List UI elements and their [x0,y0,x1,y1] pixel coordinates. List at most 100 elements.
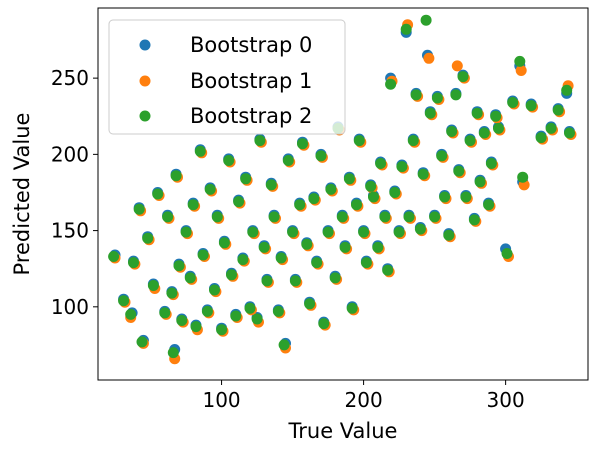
data-point [166,287,178,299]
data-point [353,135,365,147]
data-point [282,155,294,166]
data-point [240,173,252,185]
data-point [471,107,483,119]
data-point [420,14,432,26]
data-point [436,150,448,162]
data-point [552,104,564,116]
data-point [125,308,137,320]
data-point [474,176,486,188]
data-point [289,275,301,287]
data-point [315,150,327,162]
data-point [308,193,320,205]
data-point [325,183,337,195]
data-point [216,324,228,336]
data-point [278,339,290,351]
data-point [204,183,216,195]
data-point [261,275,273,287]
data-point [414,223,426,235]
data-point [244,302,256,314]
data-point [339,241,351,253]
legend-label-bootstrap-1: Bootstrap 1 [190,69,312,93]
data-point [258,241,270,253]
data-point [173,260,185,272]
data-point [184,272,196,284]
data-point [247,226,259,238]
x-tick-label: 300 [487,388,525,412]
plot-frame [97,7,589,381]
data-point [417,168,429,180]
data-point [403,211,415,223]
data-point [407,135,419,147]
data-point [226,269,237,281]
legend-marker-bootstrap-1 [139,75,151,87]
data-point [400,23,412,35]
data-point [564,127,575,139]
data-point [297,138,308,150]
points-layer [108,14,577,365]
data-point [483,199,495,211]
data-point [254,135,266,147]
y-tick-label: 250 [51,66,89,90]
data-point [515,65,527,76]
data-point [162,211,174,223]
legend-frame [108,19,346,135]
x-tick-label: 100 [202,388,240,412]
data-point [525,100,537,112]
data-point [272,305,284,317]
data-point [535,132,547,144]
data-point [490,110,502,122]
data-point [268,211,280,223]
data-point [147,280,159,291]
data-point [429,211,441,223]
data-point [561,84,573,96]
data-point [478,127,490,139]
y-tick-label: 200 [51,142,89,166]
data-point [343,173,355,185]
data-point [389,187,401,198]
data-point [517,171,529,183]
legend-marker-bootstrap-2 [139,110,151,122]
data-point [365,180,377,192]
data-point [545,122,557,134]
x-axis-label: True Value [288,419,398,443]
data-point [410,89,422,101]
data-point [450,89,462,101]
data-point [128,257,139,269]
data-point [493,122,504,134]
data-point [485,158,497,169]
data-point [108,251,120,262]
data-point [431,92,443,104]
data-point [351,199,362,211]
data-point [443,229,455,241]
data-point [187,199,199,211]
data-point [322,226,334,238]
data-point [167,347,179,359]
data-point [372,241,384,253]
data-point [223,155,235,166]
data-point [136,336,148,348]
legend-label-bootstrap-0: Bootstrap 0 [190,33,312,57]
data-point [396,161,408,173]
y-tick-label: 100 [51,295,89,319]
data-point [218,237,230,249]
data-point [197,249,209,261]
data-point [375,158,387,169]
legend: Bootstrap 0 Bootstrap 1 Bootstrap 2 [108,19,346,135]
data-point [159,307,171,319]
data-point [180,226,192,238]
data-point [294,199,306,211]
data-point [287,226,299,238]
data-point [514,55,526,67]
data-point [152,188,164,200]
data-point [329,272,341,284]
data-point [318,318,330,330]
data-point [379,211,391,223]
data-point [368,191,379,203]
data-point [209,284,220,296]
data-point [385,78,397,90]
data-point [393,226,405,238]
x-tick-label: 200 [345,388,383,412]
data-point [275,252,287,264]
legend-marker-bootstrap-0 [139,39,151,51]
